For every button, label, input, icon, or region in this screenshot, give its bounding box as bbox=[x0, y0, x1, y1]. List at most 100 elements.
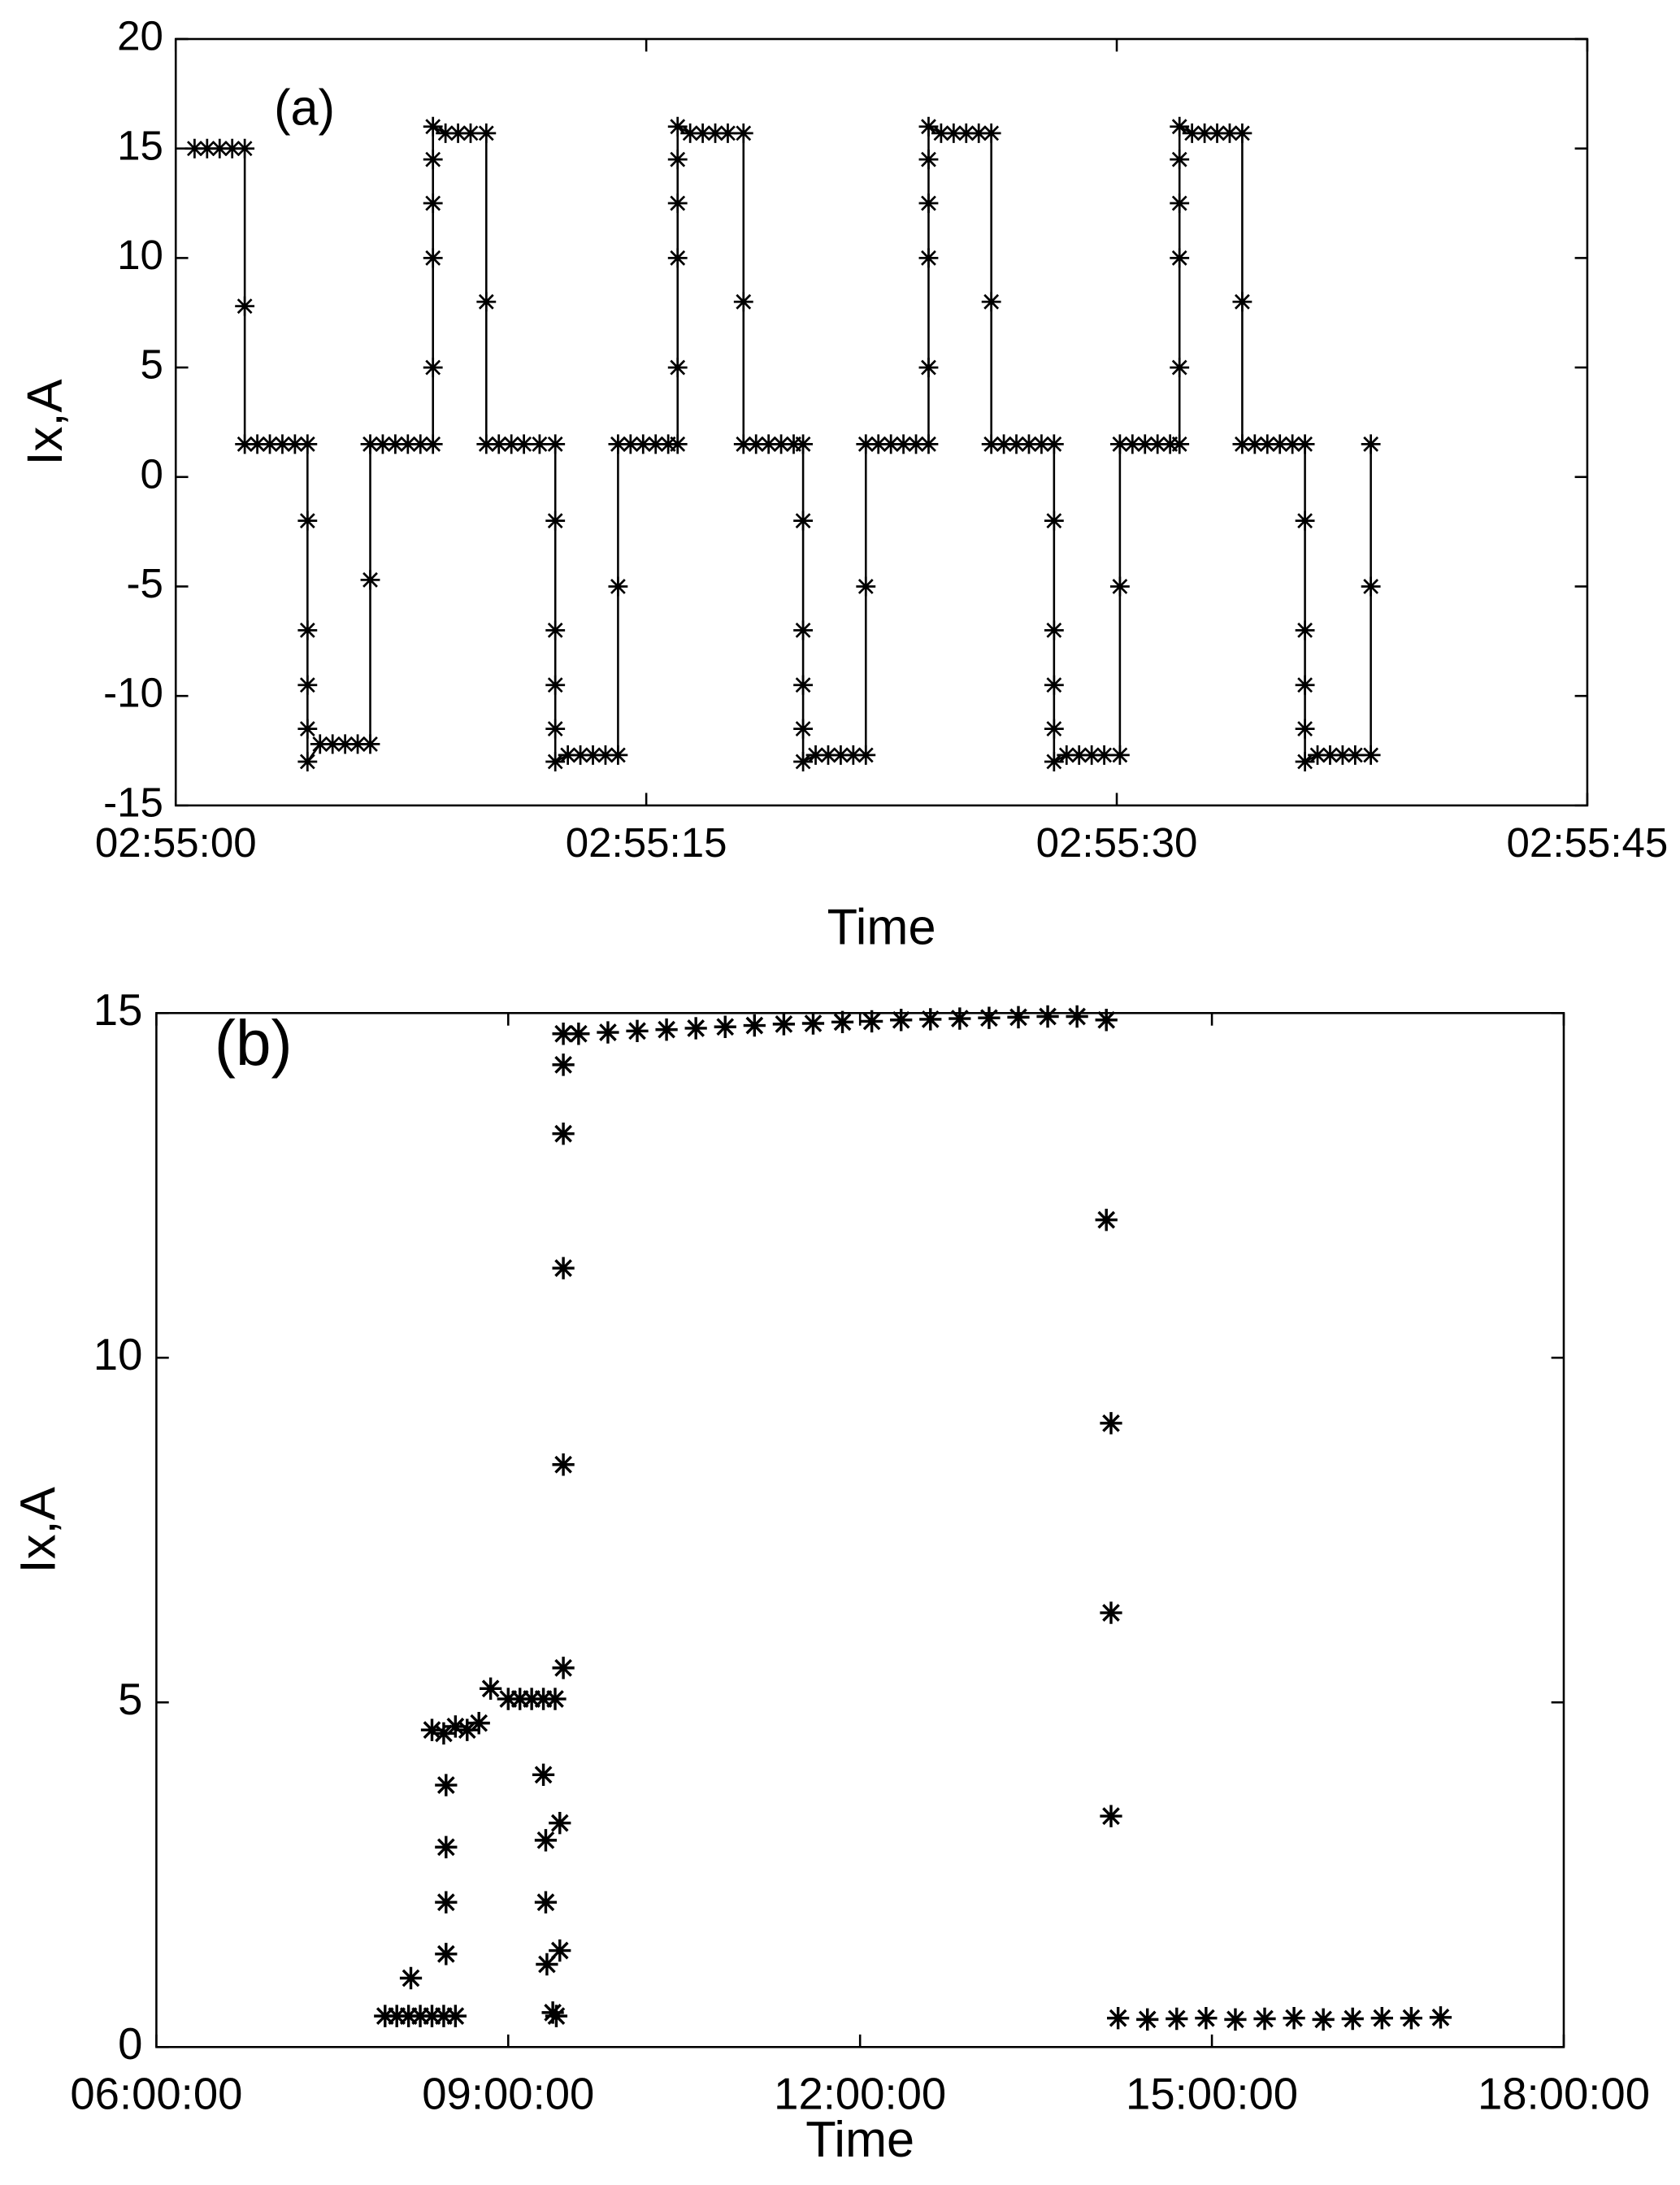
data-point bbox=[520, 1688, 543, 1710]
data-point bbox=[1136, 2008, 1159, 2031]
x-tick-label: 02:55:00 bbox=[95, 819, 257, 866]
data-point bbox=[801, 1012, 825, 1035]
data-point bbox=[1019, 434, 1039, 454]
data-point bbox=[284, 434, 305, 454]
data-point bbox=[552, 1257, 575, 1279]
data-point bbox=[956, 123, 976, 143]
data-point bbox=[549, 1939, 571, 1962]
data-point bbox=[793, 675, 814, 695]
y-tick-label: 20 bbox=[117, 12, 163, 59]
data-point bbox=[655, 1018, 678, 1041]
data-point bbox=[435, 1835, 458, 1859]
data-point bbox=[1253, 2007, 1276, 2031]
data-point bbox=[667, 150, 688, 170]
data-point bbox=[552, 1122, 575, 1145]
data-point bbox=[1361, 434, 1381, 454]
data-point bbox=[667, 434, 688, 454]
data-point bbox=[881, 434, 901, 454]
data-point bbox=[1345, 745, 1365, 765]
data-point bbox=[733, 123, 753, 143]
data-point bbox=[476, 292, 497, 312]
data-point bbox=[1232, 434, 1252, 454]
y-tick-label: 5 bbox=[140, 341, 163, 388]
data-point bbox=[1361, 745, 1381, 765]
data-point bbox=[860, 1010, 883, 1033]
data-point bbox=[297, 751, 318, 771]
data-point bbox=[1308, 745, 1327, 765]
data-point bbox=[235, 296, 255, 316]
data-point bbox=[432, 1722, 455, 1745]
y-tick-label: 10 bbox=[93, 1330, 143, 1379]
data-point bbox=[680, 123, 701, 143]
data-point bbox=[1220, 123, 1239, 143]
y-tick-label: 15 bbox=[117, 122, 163, 168]
y-tick-label: 0 bbox=[140, 450, 163, 497]
data-point bbox=[1100, 1805, 1122, 1827]
data-point bbox=[714, 1015, 736, 1038]
data-point bbox=[1007, 1006, 1030, 1029]
data-point bbox=[818, 745, 838, 765]
panel: 0 5 10 15 06:00:00 09:00:00 12:00:00 15:00:00 18… bbox=[10, 985, 1650, 2168]
data-point bbox=[1244, 434, 1265, 454]
data-point bbox=[667, 358, 688, 378]
data-point bbox=[1224, 2008, 1247, 2031]
y-tick-label: -10 bbox=[103, 670, 163, 716]
data-point bbox=[705, 123, 725, 143]
data-point bbox=[423, 248, 443, 268]
data-point bbox=[1109, 434, 1130, 454]
data-point bbox=[397, 2005, 420, 2027]
data-point bbox=[1270, 434, 1290, 454]
data-point bbox=[918, 358, 939, 378]
data-point bbox=[552, 1023, 575, 1045]
data-point bbox=[235, 434, 255, 454]
data-point bbox=[423, 434, 443, 454]
data-point bbox=[1429, 2006, 1452, 2029]
data-point bbox=[423, 116, 443, 137]
data-point bbox=[1320, 745, 1340, 765]
data-point bbox=[476, 123, 497, 143]
data-point bbox=[1006, 434, 1027, 454]
data-point bbox=[444, 1715, 467, 1738]
data-point bbox=[1148, 434, 1168, 454]
x-tick-label: 12:00:00 bbox=[774, 2069, 946, 2118]
data-point bbox=[467, 1712, 490, 1735]
data-point bbox=[919, 1008, 942, 1031]
data-point bbox=[297, 510, 318, 531]
data-point bbox=[423, 358, 443, 378]
data-point bbox=[444, 2005, 467, 2027]
data-point bbox=[545, 620, 566, 641]
data-point bbox=[461, 123, 480, 143]
x-tick-label: 02:55:30 bbox=[1036, 819, 1198, 866]
data-point bbox=[1295, 675, 1315, 695]
data-point bbox=[684, 1017, 707, 1040]
data-point bbox=[918, 116, 939, 137]
data-point bbox=[536, 1953, 558, 1976]
data-point bbox=[272, 434, 293, 454]
data-point bbox=[1100, 1601, 1122, 1624]
data-point bbox=[552, 1453, 575, 1476]
data-point bbox=[385, 434, 406, 454]
data-point bbox=[197, 138, 217, 159]
data-point bbox=[420, 2005, 444, 2027]
data-point bbox=[597, 1021, 619, 1044]
data-point bbox=[733, 292, 753, 312]
data-point bbox=[247, 434, 267, 454]
data-point bbox=[893, 434, 914, 454]
data-point bbox=[545, 751, 566, 771]
data-point bbox=[360, 734, 380, 754]
data-point bbox=[1232, 292, 1252, 312]
data-point bbox=[608, 576, 628, 597]
plot-frame bbox=[174, 37, 1589, 807]
data-point bbox=[918, 434, 939, 454]
data-point bbox=[480, 1677, 502, 1701]
data-point bbox=[1182, 123, 1202, 143]
data-point bbox=[360, 570, 380, 590]
data-point bbox=[1166, 2007, 1188, 2031]
data-point bbox=[488, 434, 509, 454]
data-point bbox=[1031, 434, 1052, 454]
data-point bbox=[906, 434, 926, 454]
data-point bbox=[793, 434, 814, 454]
y-tick-label: 10 bbox=[117, 232, 163, 278]
data-point bbox=[558, 745, 578, 765]
